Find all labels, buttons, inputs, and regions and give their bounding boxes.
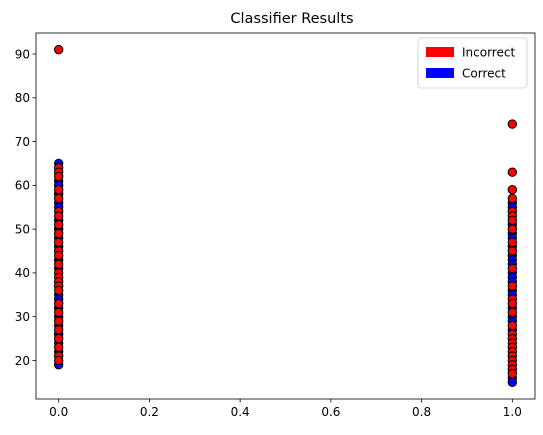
- y-tick-label: 80: [15, 91, 30, 105]
- incorrect-point: [507, 368, 518, 379]
- incorrect-point: [507, 119, 518, 129]
- incorrect-point: [53, 193, 64, 204]
- plot-border: [35, 32, 536, 400]
- x-axis: 0.0 0.2 0.4 0.6 0.8 1.0: [49, 399, 522, 419]
- correct-legend-swatch: [426, 68, 454, 78]
- y-tick-label: 60: [15, 179, 30, 193]
- incorrect-point: [507, 193, 518, 204]
- incorrect-legend-swatch: [426, 47, 454, 57]
- incorrect-point: [507, 167, 518, 177]
- incorrect-point: [53, 250, 64, 261]
- data-points: [53, 44, 518, 388]
- correct-point: [507, 377, 518, 388]
- plot-area: [36, 33, 535, 399]
- incorrect-point: [507, 224, 518, 234]
- incorrect-point: [53, 342, 64, 353]
- incorrect-point: [53, 228, 64, 239]
- incorrect-point: [53, 325, 64, 335]
- y-tick-label: 30: [15, 310, 30, 324]
- correct-legend-label: Correct: [462, 67, 506, 81]
- legend: Incorrect Correct: [417, 37, 528, 89]
- x-tick-label: 0.0: [49, 405, 68, 419]
- incorrect-point: [507, 215, 518, 226]
- incorrect-point: [53, 259, 64, 269]
- incorrect-point: [507, 237, 518, 247]
- y-tick-label: 20: [15, 354, 30, 368]
- incorrect-point: [53, 298, 64, 309]
- incorrect-point: [507, 307, 518, 318]
- incorrect-point: [53, 333, 64, 344]
- incorrect-point: [53, 316, 64, 326]
- y-tick-label: 50: [15, 222, 30, 236]
- y-tick-label: 70: [15, 135, 30, 149]
- incorrect-point: [53, 307, 64, 318]
- incorrect-point: [53, 44, 64, 55]
- y-tick-label: 40: [15, 266, 30, 280]
- x-tick-label: 0.2: [140, 405, 159, 419]
- x-tick-label: 0.4: [231, 405, 250, 419]
- incorrect-point: [507, 298, 518, 309]
- incorrect-point: [53, 171, 64, 182]
- chart-title: Classifier Results: [230, 11, 353, 27]
- incorrect-point: [53, 285, 64, 296]
- incorrect-point: [53, 355, 64, 366]
- x-tick-label: 0.6: [321, 405, 340, 419]
- y-tick-label: 90: [15, 47, 30, 61]
- x-tick-label: 0.8: [412, 405, 431, 419]
- incorrect-point: [507, 281, 518, 291]
- incorrect-point: [507, 263, 518, 274]
- incorrect-legend-label: Incorrect: [462, 46, 515, 60]
- incorrect-point: [507, 320, 518, 331]
- incorrect-point: [53, 211, 64, 221]
- x-tick-label: 1.0: [503, 405, 522, 419]
- incorrect-point: [53, 220, 64, 230]
- incorrect-point: [507, 185, 518, 195]
- incorrect-point: [53, 185, 64, 195]
- y-axis: 20 30 40 50 60 70 80 90: [15, 47, 36, 368]
- incorrect-point: [507, 246, 518, 256]
- incorrect-point: [53, 237, 64, 247]
